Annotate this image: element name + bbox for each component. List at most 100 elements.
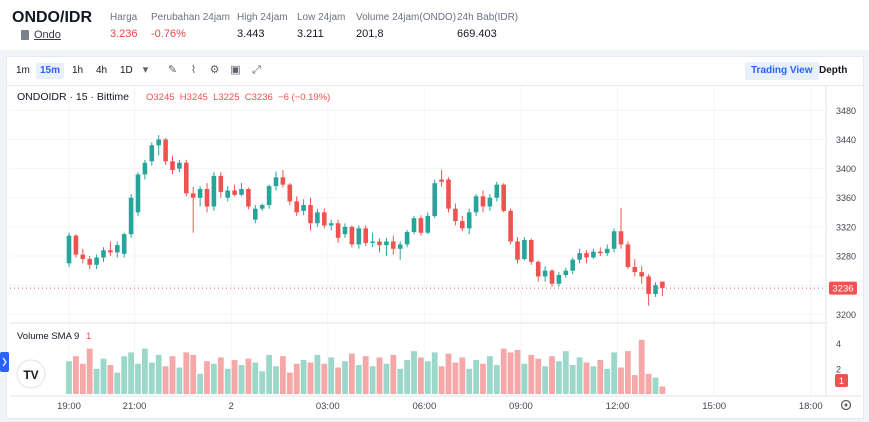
candle-body [515, 241, 520, 260]
volume-bar [66, 361, 72, 394]
candle-body [253, 208, 258, 220]
candle-body [218, 175, 224, 192]
depth-tab[interactable]: Depth [819, 65, 848, 76]
volume-bar [618, 367, 624, 394]
volume-bar [583, 362, 590, 394]
volume-bar [500, 348, 507, 394]
volume-bar [473, 359, 479, 394]
volume-bar [652, 377, 659, 394]
tradingview-logo[interactable]: TV [16, 359, 46, 389]
snapshot-icon[interactable]: ▣ [230, 64, 241, 76]
indicator-icon[interactable]: ⌇ [190, 64, 197, 76]
candle-body [170, 161, 175, 171]
candle-body [584, 253, 589, 258]
volume-bar [128, 352, 134, 394]
candle-body [149, 145, 155, 162]
candle-body [542, 270, 548, 277]
volume-label: Volume SMA 9 [17, 331, 79, 342]
volume-bar [369, 366, 376, 394]
candle-body [439, 179, 444, 182]
candle-body [66, 235, 72, 264]
volume-bar [328, 357, 335, 394]
book-icon [21, 30, 29, 40]
volume-bar [93, 368, 100, 394]
candle-body [246, 189, 251, 207]
volume-bar [107, 365, 114, 394]
current-price-badge [829, 281, 857, 295]
side-expand-handle[interactable] [0, 352, 9, 372]
volume-bar [493, 365, 500, 394]
volume-bar [590, 366, 597, 394]
candle-body [211, 175, 217, 207]
ticker-bar: ONDO/IDR Ondo Harga 3.236 Perubahan 24jam… [0, 0, 869, 50]
candle-body [639, 272, 644, 277]
timeframe-1m[interactable]: 1m [16, 65, 30, 76]
volume-bar [507, 352, 514, 394]
volume-tick-label: 4 [836, 339, 841, 349]
ohlc-readout: O3245 H3245 L3225 C3236 −6 (−0.19%) [146, 92, 330, 103]
candle-body [466, 212, 472, 229]
volume-tick-label: 2 [836, 364, 841, 374]
timeframe-15m[interactable]: 15m [36, 63, 65, 79]
time-tick-label: 15:00 [702, 401, 726, 412]
volume-bar [404, 359, 410, 394]
volume-bar [280, 356, 286, 394]
candle-body [508, 210, 513, 242]
candle-body [115, 245, 120, 253]
symbol-label: ONDOIDR · 15 · Bittime [17, 91, 129, 103]
candle-body [653, 285, 658, 294]
volume-bar [273, 366, 279, 394]
draw-icon[interactable]: ✎ [167, 64, 178, 76]
volume-bar [266, 354, 272, 394]
candle-body [108, 250, 113, 253]
candle-body [328, 223, 334, 226]
candle-body [522, 240, 527, 259]
stat-volume: Volume 24jam(ONDO) 201,8 [356, 12, 457, 40]
price-tick-label: 3320 [836, 222, 856, 232]
candle-body [556, 275, 562, 284]
volume-bar [528, 354, 535, 394]
volume-bar [625, 351, 631, 394]
candle-body [570, 259, 575, 271]
price-tick-label: 3360 [836, 193, 856, 203]
volume-bar [604, 368, 611, 394]
volume-bar [183, 352, 190, 394]
candle-body [529, 240, 534, 262]
volume-bar [79, 363, 86, 394]
candle-body [660, 281, 665, 289]
volume-bar [397, 368, 404, 394]
axis-settings-icon[interactable] [840, 399, 852, 411]
candle-body [308, 205, 313, 224]
timeframe-1d[interactable]: 1D [120, 65, 133, 76]
candle-body [87, 258, 92, 265]
asset-link[interactable]: Ondo [34, 29, 61, 41]
volume-bar [576, 357, 583, 394]
candle-body [280, 177, 286, 185]
dropdown-arrow-icon[interactable]: ▾ [142, 64, 149, 76]
timeframe-4h[interactable]: 4h [96, 65, 108, 76]
volume-bar [142, 348, 148, 394]
volume-bar [466, 368, 473, 394]
candle-body [163, 139, 168, 162]
candle-body [184, 162, 189, 194]
fullscreen-icon[interactable]: ⤢ [252, 64, 261, 76]
settings-icon[interactable]: ⚙ [209, 64, 220, 76]
trading-view-tab[interactable]: Trading View [745, 62, 819, 80]
candle-body [404, 232, 410, 245]
candle-body [177, 162, 182, 169]
price-tick-label: 3480 [836, 106, 856, 116]
candle-body [135, 174, 141, 213]
candle-body [425, 215, 431, 233]
candle-body [335, 223, 341, 238]
candle-body [625, 244, 631, 267]
price-tick-label: 3440 [836, 135, 856, 145]
candle-body [342, 226, 348, 235]
volume-bar [114, 372, 121, 394]
time-tick-label: 2 [229, 401, 234, 412]
timeframe-1h[interactable]: 1h [72, 65, 84, 76]
volume-bar [411, 351, 417, 394]
volume-bar [597, 359, 604, 394]
candle-body [363, 228, 368, 243]
candle-body [446, 179, 451, 209]
